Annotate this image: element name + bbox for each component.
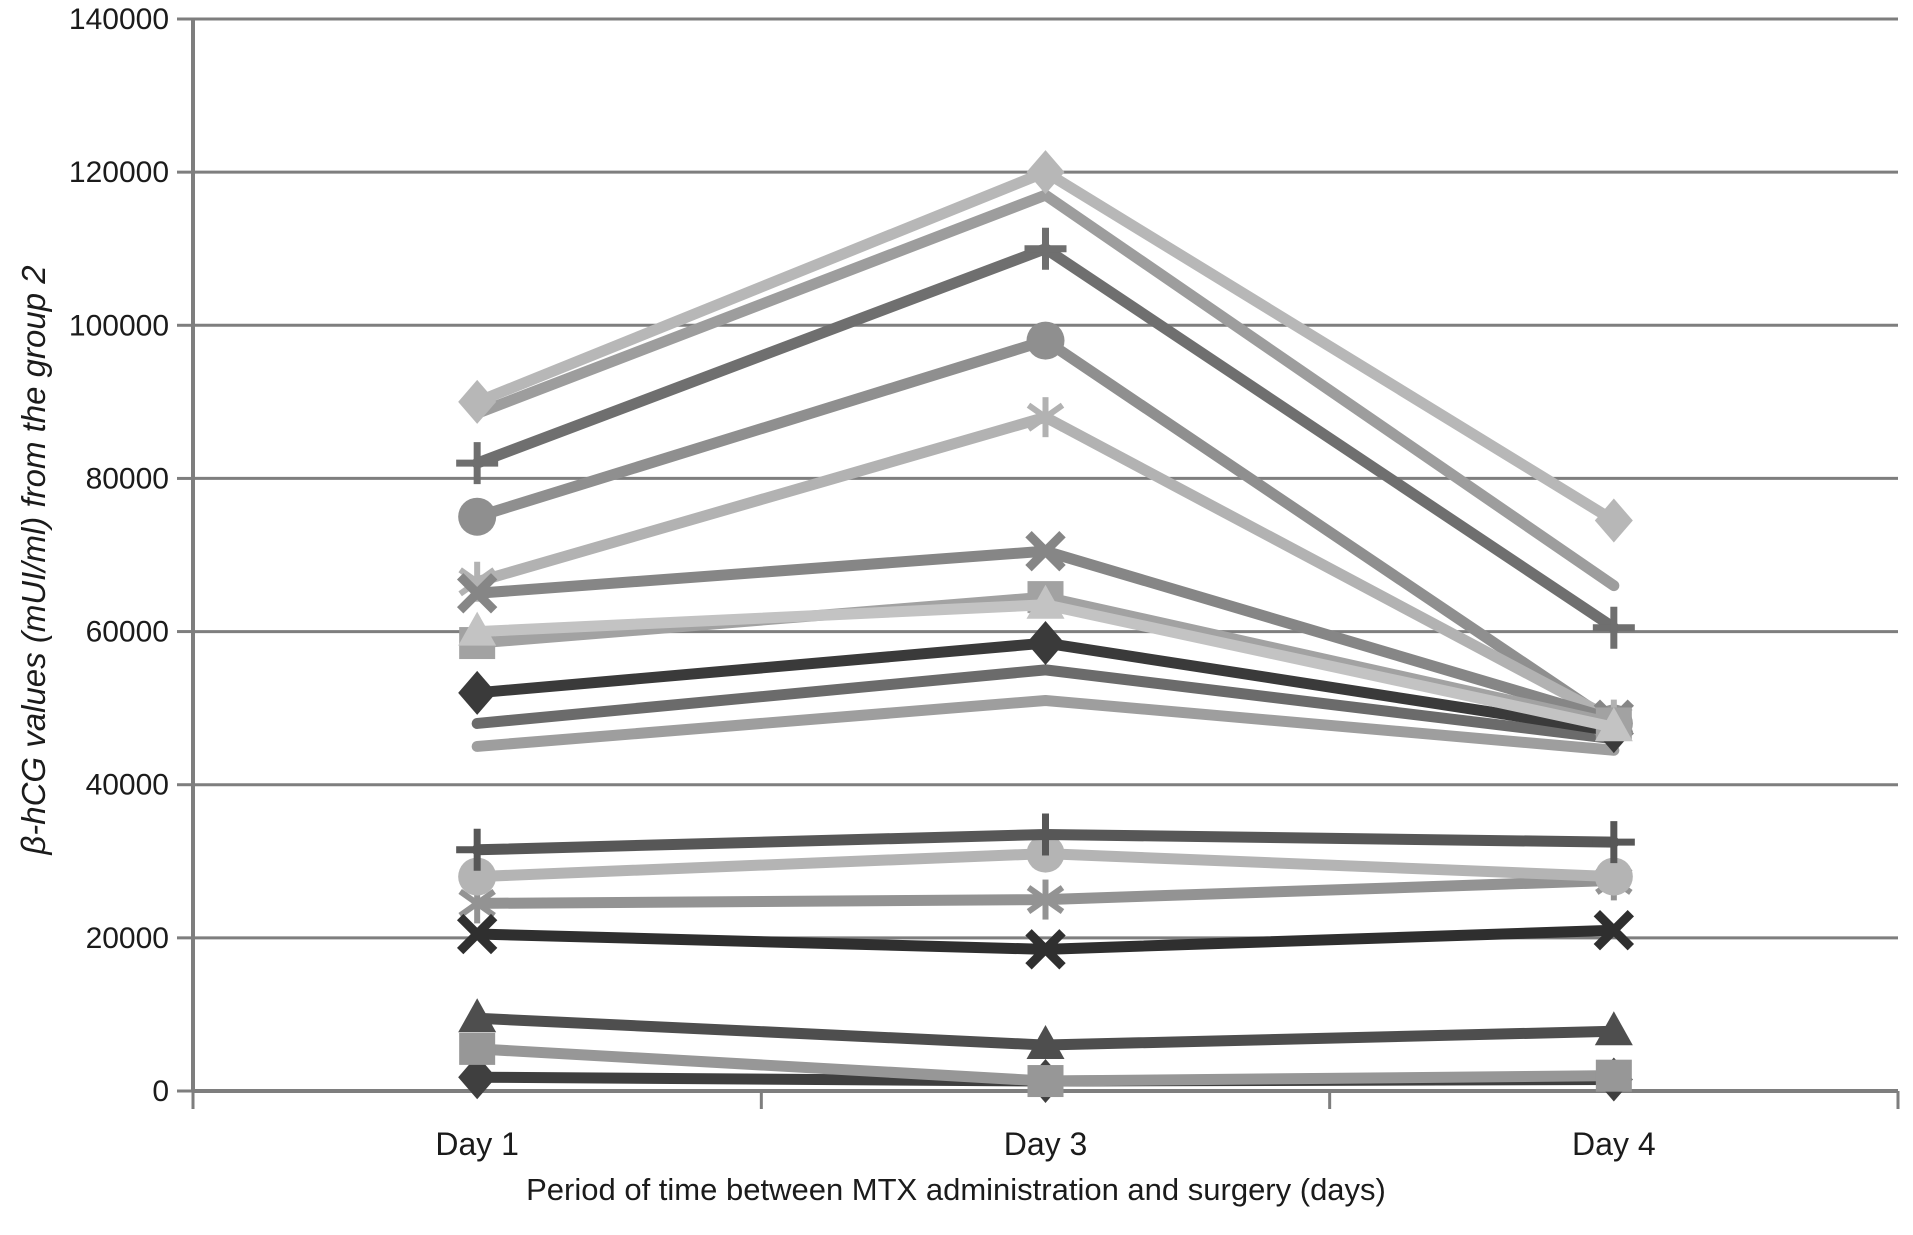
triangle-marker <box>1594 707 1633 742</box>
asterisk-marker <box>458 888 496 918</box>
circle-marker <box>458 497 497 536</box>
y-axis-title: β-hCG values (mUI/ml) from the group 2 <box>15 265 52 855</box>
y-tick-label-80000: 80000 <box>86 462 169 495</box>
y-tick-label-100000: 100000 <box>69 309 169 342</box>
asterisk-marker <box>1026 402 1065 432</box>
triangle-marker <box>1026 1025 1065 1060</box>
asterisk-marker <box>1026 885 1065 915</box>
x-category-label-3: Day 4 <box>1572 1126 1656 1162</box>
diamond-marker <box>1026 621 1065 666</box>
x-marker <box>456 913 498 955</box>
square-marker <box>1595 1059 1632 1092</box>
square-marker <box>1027 1065 1064 1098</box>
circle-marker <box>458 857 497 896</box>
y-tick-label-20000: 20000 <box>86 922 169 955</box>
x-marker <box>1025 929 1066 970</box>
diamond-marker <box>458 379 497 424</box>
x-category-label-1: Day 1 <box>435 1126 519 1162</box>
diamond-marker <box>458 670 497 715</box>
x-marker <box>456 573 498 614</box>
series-line-line-dark <box>471 664 1620 745</box>
triangle-marker <box>1594 1011 1633 1046</box>
x-category-label-2: Day 3 <box>1004 1126 1088 1162</box>
y-tick-label-40000: 40000 <box>86 769 169 802</box>
series-line-line-medium <box>471 189 1620 592</box>
asterisk-marker <box>458 567 496 597</box>
circle-marker <box>1026 321 1065 360</box>
y-tick-label-0: 0 <box>152 1075 169 1108</box>
x-axis-title: Period of time between MTX administratio… <box>526 1172 1386 1207</box>
y-tick-label-60000: 60000 <box>86 616 169 649</box>
triangle-marker <box>458 611 497 646</box>
diamond-marker <box>458 1055 497 1100</box>
diamond-marker <box>1594 498 1633 543</box>
y-tick-label-140000: 140000 <box>69 3 169 36</box>
triangle-marker <box>1026 584 1065 619</box>
triangle-marker <box>458 998 497 1033</box>
x-marker <box>1593 910 1635 951</box>
square-marker <box>459 1032 496 1065</box>
diamond-marker <box>1026 150 1065 195</box>
series-line-line-light <box>471 694 1620 756</box>
circle-marker <box>1594 857 1633 896</box>
series-line-plus-dark <box>471 243 1620 634</box>
x-marker <box>1025 530 1066 572</box>
y-tick-label-120000: 120000 <box>69 156 169 189</box>
